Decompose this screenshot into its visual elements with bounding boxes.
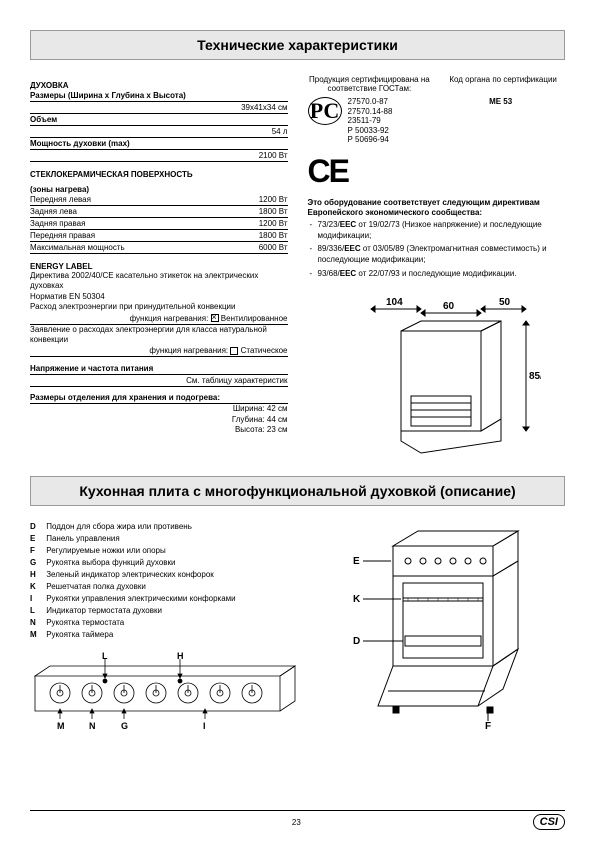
cert-left-text: Продукция сертифицирована на соответстви… — [308, 75, 432, 93]
checkbox-icon — [211, 314, 219, 322]
storage-heading: Размеры отделения для хранения и подогре… — [30, 393, 288, 404]
description-row: D Поддон для сбора жира или противеньE П… — [30, 521, 565, 743]
cert-body: РС 27570.0-8727570.14-8823511-79Р 50033-… — [308, 97, 566, 145]
oven-dims-label: Размеры (Ширина x Глубина x Высота) — [30, 91, 186, 100]
legend-item: I Рукоятки управления электрическими кон… — [30, 593, 313, 605]
legend-item: N Рукоятка термостата — [30, 617, 313, 629]
panel-I: I — [203, 721, 206, 731]
storage-h: Высота: 23 см — [30, 425, 288, 435]
voltage-value: См. таблицу характеристик — [30, 375, 288, 387]
directives-intro: Это оборудование соответствует следующим… — [308, 198, 566, 219]
label-F: F — [485, 721, 491, 731]
pc-logo-icon: РС — [308, 97, 342, 125]
panel-M: M — [57, 721, 65, 731]
panel-G: G — [121, 721, 128, 731]
page-number: 23 — [60, 818, 533, 827]
ce-mark-icon: CE — [308, 153, 566, 190]
hob-row: Задняя лева1800 Вт — [30, 206, 288, 218]
energy-line1: Директива 2002/40/CE касательно этикеток… — [30, 271, 288, 292]
energy-func2: функция нагревания: Статическое — [30, 345, 288, 357]
voltage-heading: Напряжение и частота питания — [30, 364, 153, 373]
legend-item: H Зеленый индикатор электрических конфор… — [30, 569, 313, 581]
cert-header: Продукция сертифицирована на соответстви… — [308, 75, 566, 93]
legend-item: M Рукоятка таймера — [30, 629, 313, 641]
hob-row: Максимальная мощность6000 Вт — [30, 242, 288, 254]
specs-right-column: Продукция сертифицирована на соответстви… — [308, 75, 566, 461]
checkbox-icon — [230, 347, 238, 355]
label-K: K — [353, 594, 361, 605]
panel-H: H — [177, 651, 184, 661]
specs-left-column: ДУХОВКА Размеры (Ширина x Глубина x Высо… — [30, 75, 288, 461]
dim-h: 85/90 — [529, 371, 541, 382]
storage-w: Ширина: 42 см — [30, 404, 288, 414]
func1-value: Вентилированное — [221, 314, 288, 323]
label-D: D — [353, 636, 360, 647]
dim-w2: 60 — [443, 301, 455, 312]
hob-row: Задняя правая1200 Вт — [30, 218, 288, 230]
legend-item: D Поддон для сбора жира или противень — [30, 521, 313, 533]
oven-dims-value: 39x41x34 см — [30, 102, 288, 114]
cert-right-text: Код органа по сертификации — [441, 75, 565, 93]
directive-item: 89/336/EEC от 03/05/89 (Электромагнитная… — [318, 243, 566, 265]
legend-item: K Решетчатая полка духовки — [30, 581, 313, 593]
directives-list: 73/23/EEC от 19/02/73 (Низкое напряжение… — [308, 219, 566, 279]
energy-line2: Норматив EN 50304 — [30, 292, 288, 302]
energy-heading: ENERGY LABEL — [30, 262, 288, 271]
cooker-diagram-column: E K D F — [333, 521, 565, 743]
func2-label: функция нагревания: — [149, 346, 228, 355]
hob-row: Передняя правая1800 Вт — [30, 230, 288, 242]
legend-item: F Регулируемые ножки или опоры — [30, 545, 313, 557]
energy-func1: функция нагревания: Вентилированное — [30, 313, 288, 325]
hob-heading: СТЕКЛОКЕРАМИЧЕСКАЯ ПОВЕРХНОСТЬ — [30, 170, 288, 179]
page-footer: 23 CSI — [30, 810, 565, 830]
legend-item: L Индикатор термостата духовки — [30, 605, 313, 617]
func1-label: функция нагревания: — [130, 314, 209, 323]
oven-volume-label: Объем — [30, 115, 57, 124]
cooker-open-diagram: E K D F — [333, 521, 553, 731]
oven-power-label: Мощность духовки (max) — [30, 139, 130, 148]
energy-line4: Заявление о расходах электроэнергии для … — [30, 325, 288, 346]
panel-N: N — [89, 721, 96, 731]
control-panel-diagram: L H M N G I — [30, 651, 313, 743]
legend-item: G Рукоятка выбора функций духовки — [30, 557, 313, 569]
dim-w1: 104 — [386, 297, 403, 308]
hob-row: Передняя левая1200 Вт — [30, 194, 288, 206]
label-E: E — [353, 556, 360, 567]
directive-item: 93/68/EEC от 22/07/93 и последующие моди… — [318, 268, 566, 279]
oven-heading: ДУХОВКА — [30, 81, 288, 90]
energy-line3: Расход электроэнергии при принудительной… — [30, 302, 288, 312]
cert-code: ME 53 — [436, 97, 565, 106]
func2-value: Статическое — [241, 346, 288, 355]
legend-item: E Панель управления — [30, 533, 313, 545]
cert-numbers: 27570.0-8727570.14-8823511-79Р 50033-92Р… — [348, 97, 393, 145]
legend-column: D Поддон для сбора жира или противеньE П… — [30, 521, 313, 743]
storage-d: Глубина: 44 см — [30, 415, 288, 425]
panel-L: L — [102, 651, 108, 661]
title-description: Кухонная плита с многофункциональной дух… — [30, 476, 565, 506]
dim-w3: 50 — [499, 297, 511, 308]
hob-subheading: (зоны нагрева) — [30, 185, 288, 194]
oven-volume-value: 54 л — [30, 126, 288, 138]
title-tech-specs: Технические характеристики — [30, 30, 565, 60]
specs-columns: ДУХОВКА Размеры (Ширина x Глубина x Высо… — [30, 75, 565, 461]
oven-power-value: 2100 Вт — [30, 150, 288, 162]
directive-item: 73/23/EEC от 19/02/73 (Низкое напряжение… — [318, 219, 566, 241]
csi-badge-icon: CSI — [533, 814, 565, 830]
dimensions-diagram: 104 60 50 85/90 — [308, 291, 566, 461]
